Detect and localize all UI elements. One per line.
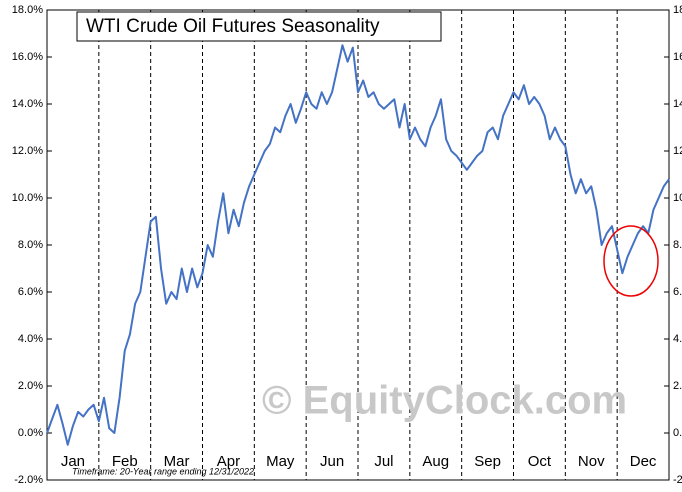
annotation-circle (603, 225, 659, 297)
y-tick-label-right: 14.0% (673, 98, 682, 110)
y-tick-label-right: 0.0% (673, 427, 682, 439)
y-tick-label: 16.0% (12, 51, 43, 63)
seasonal-line (46, 44, 670, 446)
y-tick-label: 0.0% (18, 427, 43, 439)
y-tick-label: 12.0% (12, 145, 43, 157)
y-tick-label: 14.0% (12, 98, 43, 110)
x-tick-label: Sep (474, 453, 501, 470)
x-tick-label: Jul (374, 453, 393, 470)
x-tick-label: Jun (320, 453, 344, 470)
y-tick-label-right: 4.0% (673, 333, 682, 345)
y-tick-label: 8.0% (18, 239, 43, 251)
y-tick-label: 4.0% (18, 333, 43, 345)
x-tick-label: Oct (528, 453, 552, 470)
y-tick-label-right: 6.0% (673, 286, 682, 298)
x-tick-label: Dec (630, 453, 657, 470)
x-tick-label: May (266, 453, 295, 470)
chart-title: WTI Crude Oil Futures Seasonality (86, 16, 380, 37)
x-tick-label: Jan (61, 453, 85, 470)
y-tick-label-right: 8.0% (673, 239, 682, 251)
x-tick-label: Feb (112, 453, 138, 470)
timeframe-note: Timeframe: 20-Year range ending 12/31/20… (72, 466, 254, 476)
y-tick-label-right: 10.0% (673, 192, 682, 204)
y-tick-label: -2.0% (14, 474, 43, 486)
y-tick-label-right: 12.0% (673, 145, 682, 157)
y-tick-label-right: -2.0% (673, 474, 682, 486)
watermark: © EquityClock.com (262, 379, 627, 423)
x-tick-label: Mar (164, 453, 190, 470)
y-tick-label: 10.0% (12, 192, 43, 204)
x-tick-label: Apr (217, 453, 240, 470)
y-tick-label-right: 16.0% (673, 51, 682, 63)
y-tick-label-right: 18.0% (673, 4, 682, 16)
y-tick-label-right: 2.0% (673, 380, 682, 392)
y-tick-label: 18.0% (12, 4, 43, 16)
y-tick-label: 6.0% (18, 286, 43, 298)
title-box (76, 11, 442, 42)
x-tick-label: Aug (422, 453, 449, 470)
x-tick-label: Nov (578, 453, 605, 470)
y-tick-label: 2.0% (18, 380, 43, 392)
